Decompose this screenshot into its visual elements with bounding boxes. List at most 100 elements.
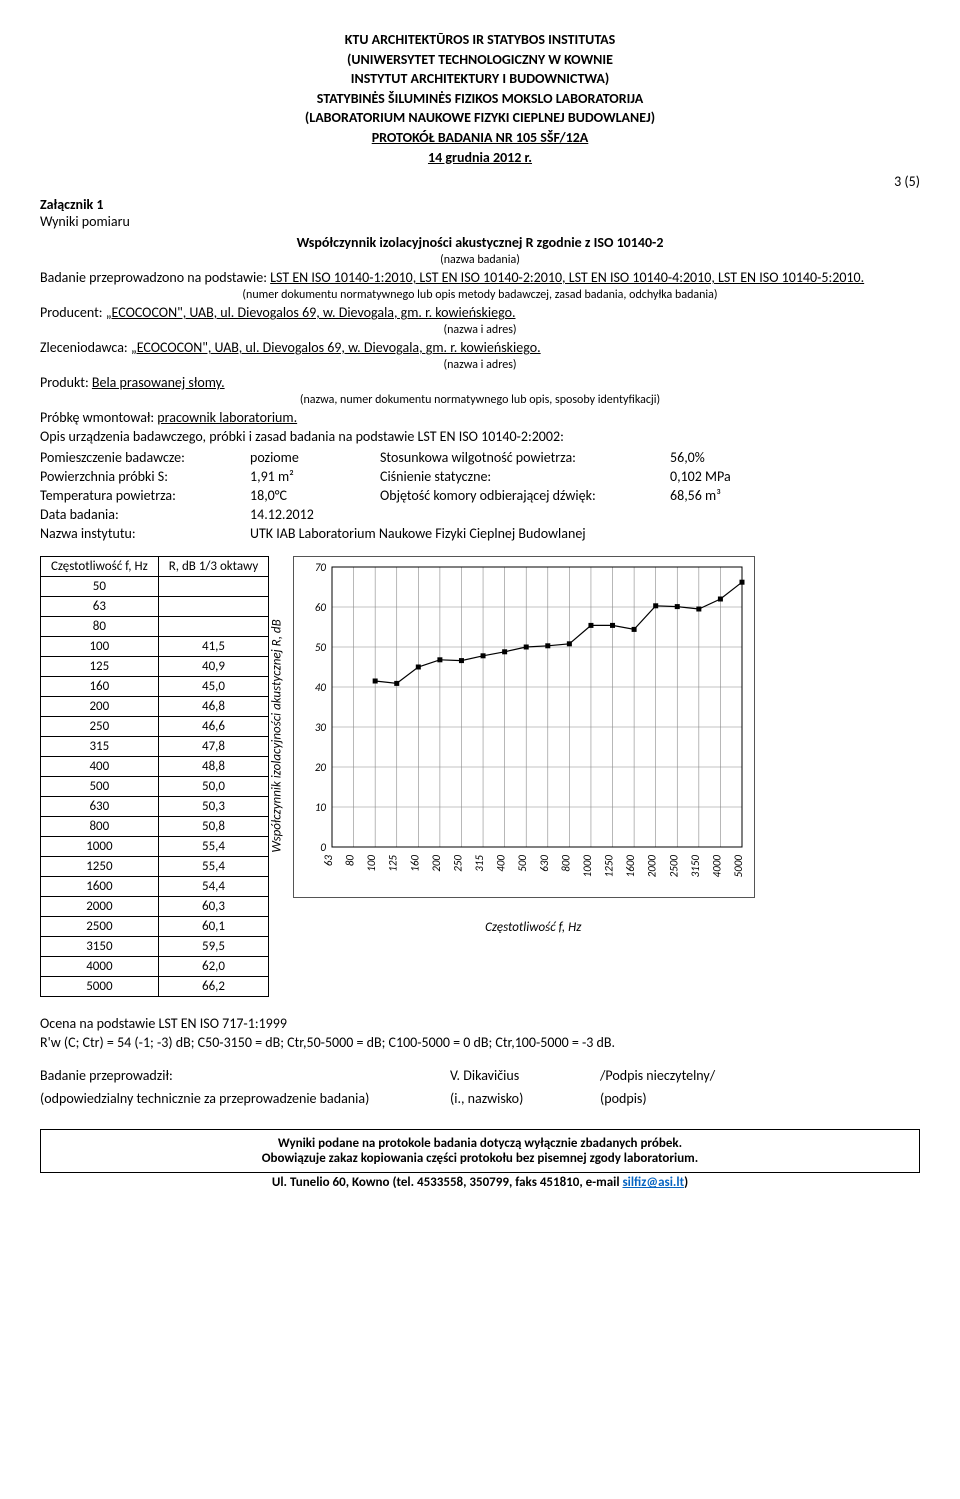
table-cell-freq: 2500 [41, 917, 159, 937]
table-cell-r [158, 577, 269, 597]
table-row: 100055,4 [41, 837, 269, 857]
r-frequency-chart: Współczynnik izolacyjności akustycznej R… [293, 556, 773, 916]
table-cell-freq: 50 [41, 577, 159, 597]
svg-text:1000: 1000 [581, 855, 594, 878]
params-grid: Pomieszczenie badawcze: poziome Stosunko… [40, 449, 920, 542]
table-row: 31547,8 [41, 737, 269, 757]
svg-text:100: 100 [365, 855, 378, 872]
product-note: (nazwa, numer dokumentu normatywnego lub… [40, 393, 920, 407]
table-row: 315059,5 [41, 937, 269, 957]
table-cell-r: 62,0 [158, 957, 269, 977]
header-line: STATYBINĖS ŠILUMINĖS FIZIKOS MOKSLO LABO… [40, 89, 920, 109]
sample-value: pracownik laboratorium. [157, 409, 297, 426]
table-cell-r: 60,1 [158, 917, 269, 937]
svg-text:160: 160 [409, 855, 422, 872]
table-cell-freq: 315 [41, 737, 159, 757]
table-cell-r [158, 597, 269, 617]
section-title-note: (nazwa badania) [40, 253, 920, 267]
svg-text:70: 70 [315, 561, 327, 574]
svg-text:0: 0 [321, 841, 327, 854]
table-cell-r: 46,6 [158, 717, 269, 737]
svg-text:63: 63 [322, 855, 335, 867]
svg-text:400: 400 [495, 855, 508, 872]
table-row: 63 [41, 597, 269, 617]
attachment-label: Załącznik 1 [40, 196, 920, 213]
client-label: Zleceniodawca: [40, 339, 131, 356]
signature-who-value: V. Dikavičius [450, 1067, 590, 1084]
table-cell-r: 46,8 [158, 697, 269, 717]
chart-xlabel: Częstotliwość f, Hz [293, 920, 773, 935]
table-cell-r: 55,4 [158, 837, 269, 857]
table-cell-freq: 630 [41, 797, 159, 817]
table-cell-r: 50,0 [158, 777, 269, 797]
table-cell-r: 50,8 [158, 817, 269, 837]
producer-note: (nazwa i adres) [40, 323, 920, 337]
svg-text:250: 250 [452, 855, 465, 872]
param-value: 14.12.2012 [250, 506, 370, 523]
device-desc: Opis urządzenia badawczego, próbki i zas… [40, 428, 920, 445]
param-label: Nazwa instytutu: [40, 525, 240, 542]
table-row: 25046,6 [41, 717, 269, 737]
protocol-number: PROTOKÓŁ BADANIA NR 105 SŠF/12A [372, 129, 589, 146]
table-cell-freq: 100 [41, 637, 159, 657]
basis-value: LST EN ISO 10140-1:2010, LST EN ISO 1014… [270, 269, 864, 286]
table-row: 80050,8 [41, 817, 269, 837]
table-cell-r: 40,9 [158, 657, 269, 677]
table-row: 50050,0 [41, 777, 269, 797]
client-value: „ECOCOCON", UAB, ul. Dievogalos 69, w. D… [131, 339, 541, 356]
svg-text:20: 20 [315, 761, 327, 774]
section-title: Współczynnik izolacyjności akustycznej R… [40, 234, 920, 251]
table-cell-r [158, 617, 269, 637]
param-value: 56,0% [670, 449, 790, 466]
param-value: 68,56 m³ [670, 487, 790, 504]
table-row: 400062,0 [41, 957, 269, 977]
table-row: 12540,9 [41, 657, 269, 677]
table-cell-freq: 4000 [41, 957, 159, 977]
svg-text:40: 40 [315, 681, 327, 694]
table-cell-r: 41,5 [158, 637, 269, 657]
param-value: 0,102 MPa [670, 468, 790, 485]
header-line: INSTYTUT ARCHITEKTURY I BUDOWNICTWA) [40, 69, 920, 89]
footer-contact-text: Ul. Tunelio 60, Kowno (tel. 4533558, 350… [272, 1175, 623, 1190]
table-cell-freq: 5000 [41, 977, 159, 997]
table-cell-r: 50,3 [158, 797, 269, 817]
attachment-sub: Wyniki pomiaru [40, 213, 920, 230]
svg-text:10: 10 [315, 801, 327, 814]
param-label: Objętość komory odbierającej dźwięk: [380, 487, 660, 504]
svg-text:30: 30 [315, 721, 327, 734]
basis-note: (numer dokumentu normatywnego lub opis m… [40, 288, 920, 302]
table-cell-freq: 200 [41, 697, 159, 717]
svg-text:4000: 4000 [711, 855, 724, 878]
footer-email-link[interactable]: silfiz@asi.lt [622, 1175, 684, 1190]
table-row: 125055,4 [41, 857, 269, 877]
param-value: 18,0°C [250, 487, 370, 504]
footer-box: Wyniki podane na protokole badania dotyc… [40, 1129, 920, 1173]
svg-text:500: 500 [516, 855, 529, 872]
table-row: 80 [41, 617, 269, 637]
evaluation-line2: R'w (C; Ctr) = 54 (-1; -3) dB; C50-3150 … [40, 1034, 920, 1051]
header-line: (UNIWERSYTET TECHNOLOGICZNY W KOWNIE [40, 50, 920, 70]
table-cell-freq: 1000 [41, 837, 159, 857]
header-line: KTU ARCHITEKTŪROS IR STATYBOS INSTITUTAS [40, 30, 920, 50]
table-cell-freq: 2000 [41, 897, 159, 917]
sample-label: Próbkę wmontował: [40, 409, 157, 426]
svg-text:2000: 2000 [646, 855, 659, 878]
header-line: (LABORATORIUM NAUKOWE FIZYKI CIEPLNEJ BU… [40, 108, 920, 128]
table-cell-freq: 160 [41, 677, 159, 697]
table-cell-freq: 400 [41, 757, 159, 777]
product-value: Bela prasowanej słomy. [92, 374, 225, 391]
table-row: 500066,2 [41, 977, 269, 997]
param-label: Powierzchnia próbki S: [40, 468, 240, 485]
table-cell-r: 66,2 [158, 977, 269, 997]
table-row: 40048,8 [41, 757, 269, 777]
table-cell-r: 55,4 [158, 857, 269, 877]
svg-text:60: 60 [315, 601, 327, 614]
table-cell-r: 45,0 [158, 677, 269, 697]
svg-text:200: 200 [430, 855, 443, 872]
param-value: 1,91 m² [250, 468, 370, 485]
protocol-date: 14 grudnia 2012 r. [428, 149, 532, 166]
svg-text:1250: 1250 [603, 855, 616, 878]
table-cell-r: 60,3 [158, 897, 269, 917]
table-cell-freq: 1250 [41, 857, 159, 877]
table-row: 10041,5 [41, 637, 269, 657]
